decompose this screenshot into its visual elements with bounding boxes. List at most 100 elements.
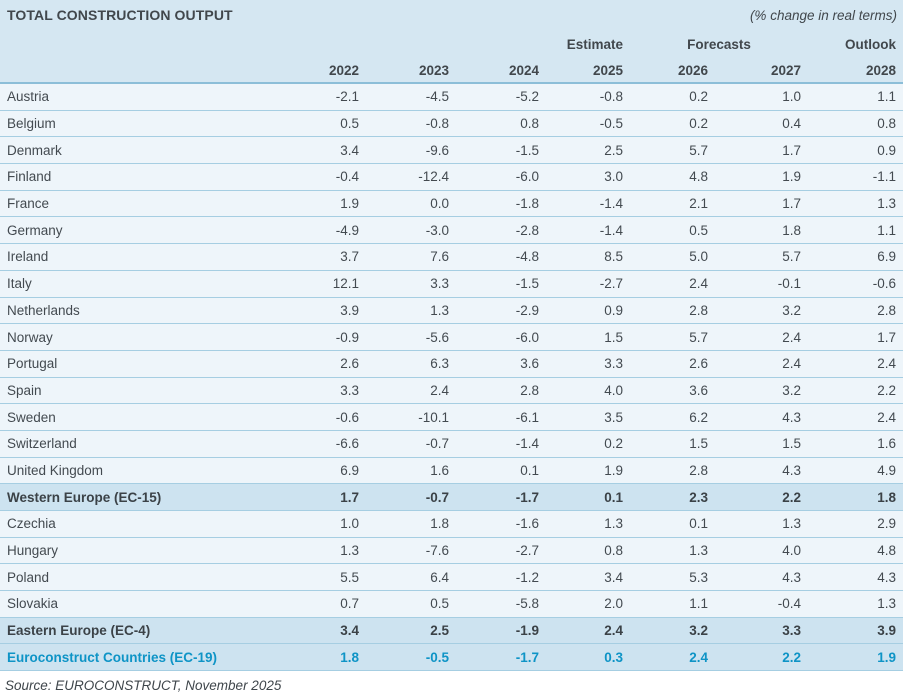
value-cell: 1.5 xyxy=(630,429,715,458)
table-row: Netherlands 3.9 1.3 -2.9 0.9 2.8 3.2 2.8 xyxy=(0,296,903,324)
value-cell: 5.7 xyxy=(630,323,715,351)
value-cell: -0.5 xyxy=(366,643,456,672)
value-cell: 1.3 xyxy=(630,536,715,564)
table-row: Germany -4.9 -3.0 -2.8 -1.4 0.5 1.8 1.1 xyxy=(0,216,903,244)
row-label: Slovakia xyxy=(0,590,276,618)
value-cell: 5.3 xyxy=(630,563,715,591)
value-cell: -12.4 xyxy=(366,163,456,191)
table-row: Western Europe (EC-15) 1.7 -0.7 -1.7 0.1 2.3 2… xyxy=(0,483,903,511)
value-cell: 3.2 xyxy=(715,296,809,324)
value-cell: 3.4 xyxy=(546,563,630,591)
value-cell: 1.9 xyxy=(276,189,366,217)
value-cell: 5.7 xyxy=(630,136,715,164)
value-cell: -0.1 xyxy=(715,269,809,297)
value-cell: 3.3 xyxy=(546,349,630,378)
row-label: Norway xyxy=(0,323,276,351)
source-note: Source: EUROCONSTRUCT, November 2025 xyxy=(5,678,282,694)
year-header: 2025 xyxy=(546,58,630,84)
value-cell: -4.5 xyxy=(366,83,456,111)
value-cell: 0.8 xyxy=(456,109,546,137)
value-cell: 1.3 xyxy=(808,590,903,618)
value-cell: 2.8 xyxy=(808,296,903,324)
value-cell: -0.7 xyxy=(366,429,456,458)
value-cell: -1.6 xyxy=(456,510,546,538)
value-cell: 0.7 xyxy=(276,590,366,618)
year-header: 2028 xyxy=(808,58,903,84)
value-cell: -1.8 xyxy=(456,189,546,217)
value-cell: -0.8 xyxy=(546,83,630,111)
row-label: Western Europe (EC-15) xyxy=(0,483,276,511)
value-cell: 6.2 xyxy=(630,403,715,431)
value-cell: 2.4 xyxy=(546,616,630,644)
value-cell: -6.0 xyxy=(456,163,546,191)
value-cell: 6.9 xyxy=(276,456,366,484)
table-row: Italy 12.1 3.3 -1.5 -2.7 2.4 -0.1 -0.6 xyxy=(0,269,903,297)
table-row: Sweden -0.6 -10.1 -6.1 3.5 6.2 4.3 2.4 xyxy=(0,403,903,431)
value-cell: 2.2 xyxy=(808,376,903,404)
value-cell: 1.1 xyxy=(808,216,903,244)
value-cell: -6.6 xyxy=(276,429,366,458)
value-cell: -7.6 xyxy=(366,536,456,564)
value-cell: 3.4 xyxy=(276,616,366,644)
value-cell: 0.8 xyxy=(546,536,630,564)
value-cell: 1.3 xyxy=(366,296,456,324)
value-cell: 0.0 xyxy=(366,189,456,217)
year-header: 2027 xyxy=(715,58,809,84)
table-row: Euroconstruct Countries (EC-19) 1.8 -0.5 -1… xyxy=(0,643,903,672)
value-cell: 4.8 xyxy=(808,536,903,564)
value-cell: 2.8 xyxy=(456,376,546,404)
value-cell: 2.4 xyxy=(366,376,456,404)
value-cell: -4.8 xyxy=(456,243,546,271)
year-header: 2024 xyxy=(456,58,546,84)
value-cell: -1.7 xyxy=(456,643,546,672)
value-cell: 1.7 xyxy=(276,483,366,511)
value-cell: 0.2 xyxy=(546,429,630,458)
value-cell: 2.2 xyxy=(715,483,809,511)
value-cell: -5.6 xyxy=(366,323,456,351)
row-label: Euroconstruct Countries (EC-19) xyxy=(0,643,276,672)
value-cell: -9.6 xyxy=(366,136,456,164)
value-cell: -1.9 xyxy=(456,616,546,644)
value-cell: 1.3 xyxy=(546,510,630,538)
value-cell: -0.6 xyxy=(276,403,366,431)
table-row: France 1.9 0.0 -1.8 -1.4 2.1 1.7 1.3 xyxy=(0,189,903,217)
value-cell: -6.0 xyxy=(456,323,546,351)
value-cell: 1.8 xyxy=(276,643,366,672)
table-head: Estimate Forecasts Outlook 2022 2023 2024 2025… xyxy=(0,30,903,84)
value-cell: 4.3 xyxy=(808,563,903,591)
col-group-outlook: Outlook xyxy=(808,30,903,58)
value-cell: 3.3 xyxy=(366,269,456,297)
table-row: Hungary 1.3 -7.6 -2.7 0.8 1.3 4.0 4.8 xyxy=(0,536,903,564)
table-row: United Kingdom 6.9 1.6 0.1 1.9 2.8 4.3 4.9 xyxy=(0,456,903,484)
value-cell: 1.0 xyxy=(715,83,809,111)
value-cell: 0.3 xyxy=(546,643,630,672)
table-row: Switzerland -6.6 -0.7 -1.4 0.2 1.5 1.5 1.6 xyxy=(0,429,903,458)
value-cell: 5.0 xyxy=(630,243,715,271)
value-cell: 3.2 xyxy=(715,376,809,404)
value-cell: 3.5 xyxy=(546,403,630,431)
output-table: Estimate Forecasts Outlook 2022 2023 2024 2025… xyxy=(0,30,903,672)
value-cell: 2.6 xyxy=(630,349,715,378)
value-cell: -2.1 xyxy=(276,83,366,111)
value-cell: 2.0 xyxy=(546,590,630,618)
table-row: Finland -0.4 -12.4 -6.0 3.0 4.8 1.9 -1.1 xyxy=(0,163,903,191)
page-title: TOTAL CONSTRUCTION OUTPUT xyxy=(7,7,233,23)
row-label-spacer xyxy=(0,58,276,84)
table-header-bar: TOTAL CONSTRUCTION OUTPUT (% change in r… xyxy=(0,0,903,30)
table-row: Denmark 3.4 -9.6 -1.5 2.5 5.7 1.7 0.9 xyxy=(0,136,903,164)
value-cell: 3.4 xyxy=(276,136,366,164)
row-label: Czechia xyxy=(0,510,276,538)
value-cell: 4.3 xyxy=(715,563,809,591)
value-cell: 1.7 xyxy=(715,136,809,164)
value-cell: -1.4 xyxy=(456,429,546,458)
value-cell: 0.9 xyxy=(808,136,903,164)
value-cell: 1.8 xyxy=(808,483,903,511)
value-cell: 0.9 xyxy=(546,296,630,324)
value-cell: -5.8 xyxy=(456,590,546,618)
value-cell: 4.0 xyxy=(546,376,630,404)
table-row: Poland 5.5 6.4 -1.2 3.4 5.3 4.3 4.3 xyxy=(0,563,903,591)
value-cell: 1.7 xyxy=(808,323,903,351)
value-cell: -2.7 xyxy=(456,536,546,564)
value-cell: -0.4 xyxy=(276,163,366,191)
value-cell: -0.4 xyxy=(715,590,809,618)
